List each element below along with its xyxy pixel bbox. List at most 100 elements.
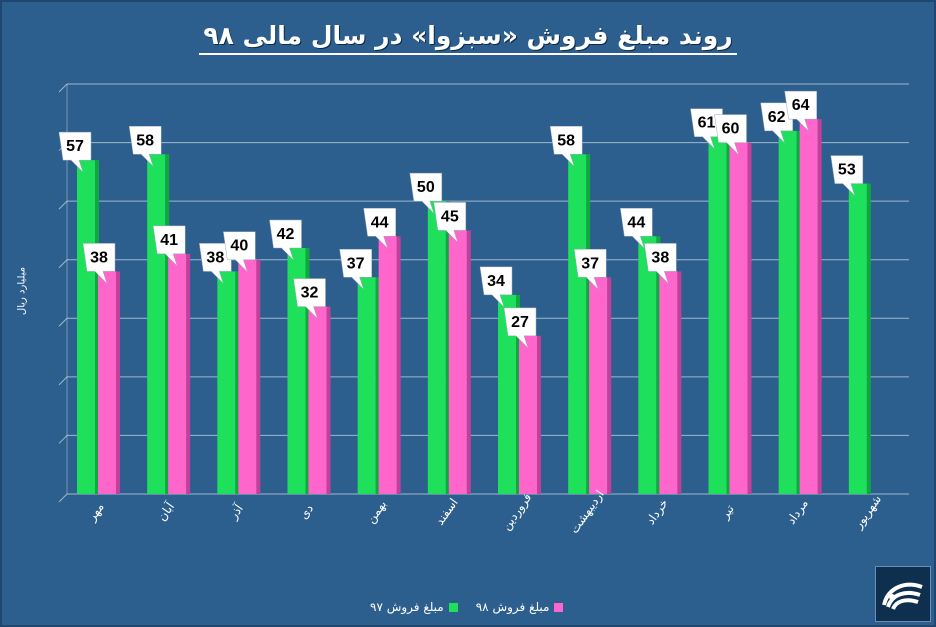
data-label-98: 38 [651,249,669,266]
bar-98 [519,335,537,494]
x-tick-label: اسفند [432,496,460,528]
bar-98 [799,119,818,495]
data-label-box-98 [82,243,116,284]
bar-97 [427,201,446,494]
bar-98-side [186,253,191,494]
bar-98-side [537,335,541,494]
data-label-box-98 [503,307,537,349]
x-tick-label: آذر [225,501,247,523]
data-label-box-98 [152,225,186,267]
data-label-box-98 [293,278,326,319]
data-label-box-97 [549,126,583,167]
x-tick-label: شهریور [850,492,884,532]
bar-97-side [305,248,310,494]
data-label-box-98 [433,202,467,243]
data-label-98: 38 [90,249,108,266]
bar-98 [238,259,257,494]
data-label-box-97 [409,172,443,214]
bar-98 [168,253,187,494]
x-tick-label: مهر [84,500,108,525]
data-label-97: 58 [557,132,575,149]
bar-98 [448,230,467,494]
x-tick-label: اردیبهشت [567,487,608,536]
data-label-box-98 [714,114,747,155]
data-label-box-98 [644,243,677,284]
data-label-97: 37 [347,255,365,272]
bar-97 [217,271,236,494]
bar-97-side [375,277,380,494]
data-label-97: 42 [277,226,295,243]
data-label-98: 60 [722,121,740,138]
data-label-98: 32 [301,285,319,302]
bar-97-side [656,236,661,495]
data-label-97: 58 [136,132,154,149]
bar-97-side [796,130,801,494]
bar-98-side [396,236,401,495]
bar-97-side [235,271,240,494]
data-label-box-97 [128,126,162,167]
x-tick-label: خرداد [643,496,671,528]
legend: مبلغ فروش ۹۸ مبلغ فروش ۹۷ [370,600,564,614]
bar-98-side [466,230,471,494]
gridline-tick [58,200,68,210]
gridline-tick [58,376,68,386]
data-label-97: 62 [768,109,786,126]
data-label-box-98 [573,249,607,290]
bar-98 [98,271,116,494]
bar-98 [308,306,327,494]
x-tick-label: بهمن [363,497,390,526]
bar-98 [378,236,397,495]
bar-98 [659,271,678,494]
legend-swatch-97 [448,602,458,612]
gridline-tick [58,83,68,93]
data-label-97: 53 [838,162,856,179]
data-label-box-97 [620,208,653,249]
legend-item-97: مبلغ فروش ۹۷ [370,600,458,614]
data-label-97: 44 [627,214,645,231]
gridline-tick [58,317,68,327]
bar-97 [77,160,95,494]
data-label-box-98 [363,208,396,249]
data-label-box-97 [58,131,92,173]
bar-98-side [607,277,612,494]
bar-98-side [256,259,261,494]
bar-97-side [866,183,871,495]
bar-97-side [165,154,170,495]
bar-98-side [677,271,682,494]
data-label-98: 37 [581,255,599,272]
bar-98 [729,142,748,495]
data-label-98: 27 [511,314,529,331]
gridline-tick [58,493,68,503]
bar-97 [357,277,376,494]
gridline-tick [58,435,68,444]
bar-97-side [586,154,591,495]
data-label-box-97 [479,266,513,308]
legend-label-98: مبلغ فروش ۹۸ [475,600,550,614]
legend-swatch-98 [554,602,564,612]
bar-97 [147,154,166,495]
data-label-box-98 [784,90,817,132]
data-label-box-97 [830,155,864,196]
chart-title: روند مبلغ فروش «سبزوا» در سال مالی ۹۸ [2,20,934,55]
data-label-98: 45 [441,208,459,225]
data-label-98: 44 [371,214,389,231]
x-tick-label: دی [296,502,316,522]
data-label-box-98 [223,231,256,272]
data-label-97: 50 [417,179,435,196]
x-tick-label: فروردین [499,491,535,534]
data-label-97: 38 [206,249,224,266]
x-tick-label: تیر [717,502,738,523]
x-tick-label: آبان [154,499,178,524]
chart-title-text: روند مبلغ فروش «سبزوا» در سال مالی ۹۸ [199,20,737,55]
bar-97 [287,248,306,494]
company-logo-icon [875,566,931,622]
data-label-97: 57 [66,138,84,155]
bar-98-side [817,119,822,495]
bar-97 [848,183,867,495]
data-label-98: 41 [160,232,178,249]
legend-label-97: مبلغ فروش ۹۷ [370,600,444,614]
data-label-box-97 [339,249,372,290]
data-label-box-97 [690,108,723,149]
